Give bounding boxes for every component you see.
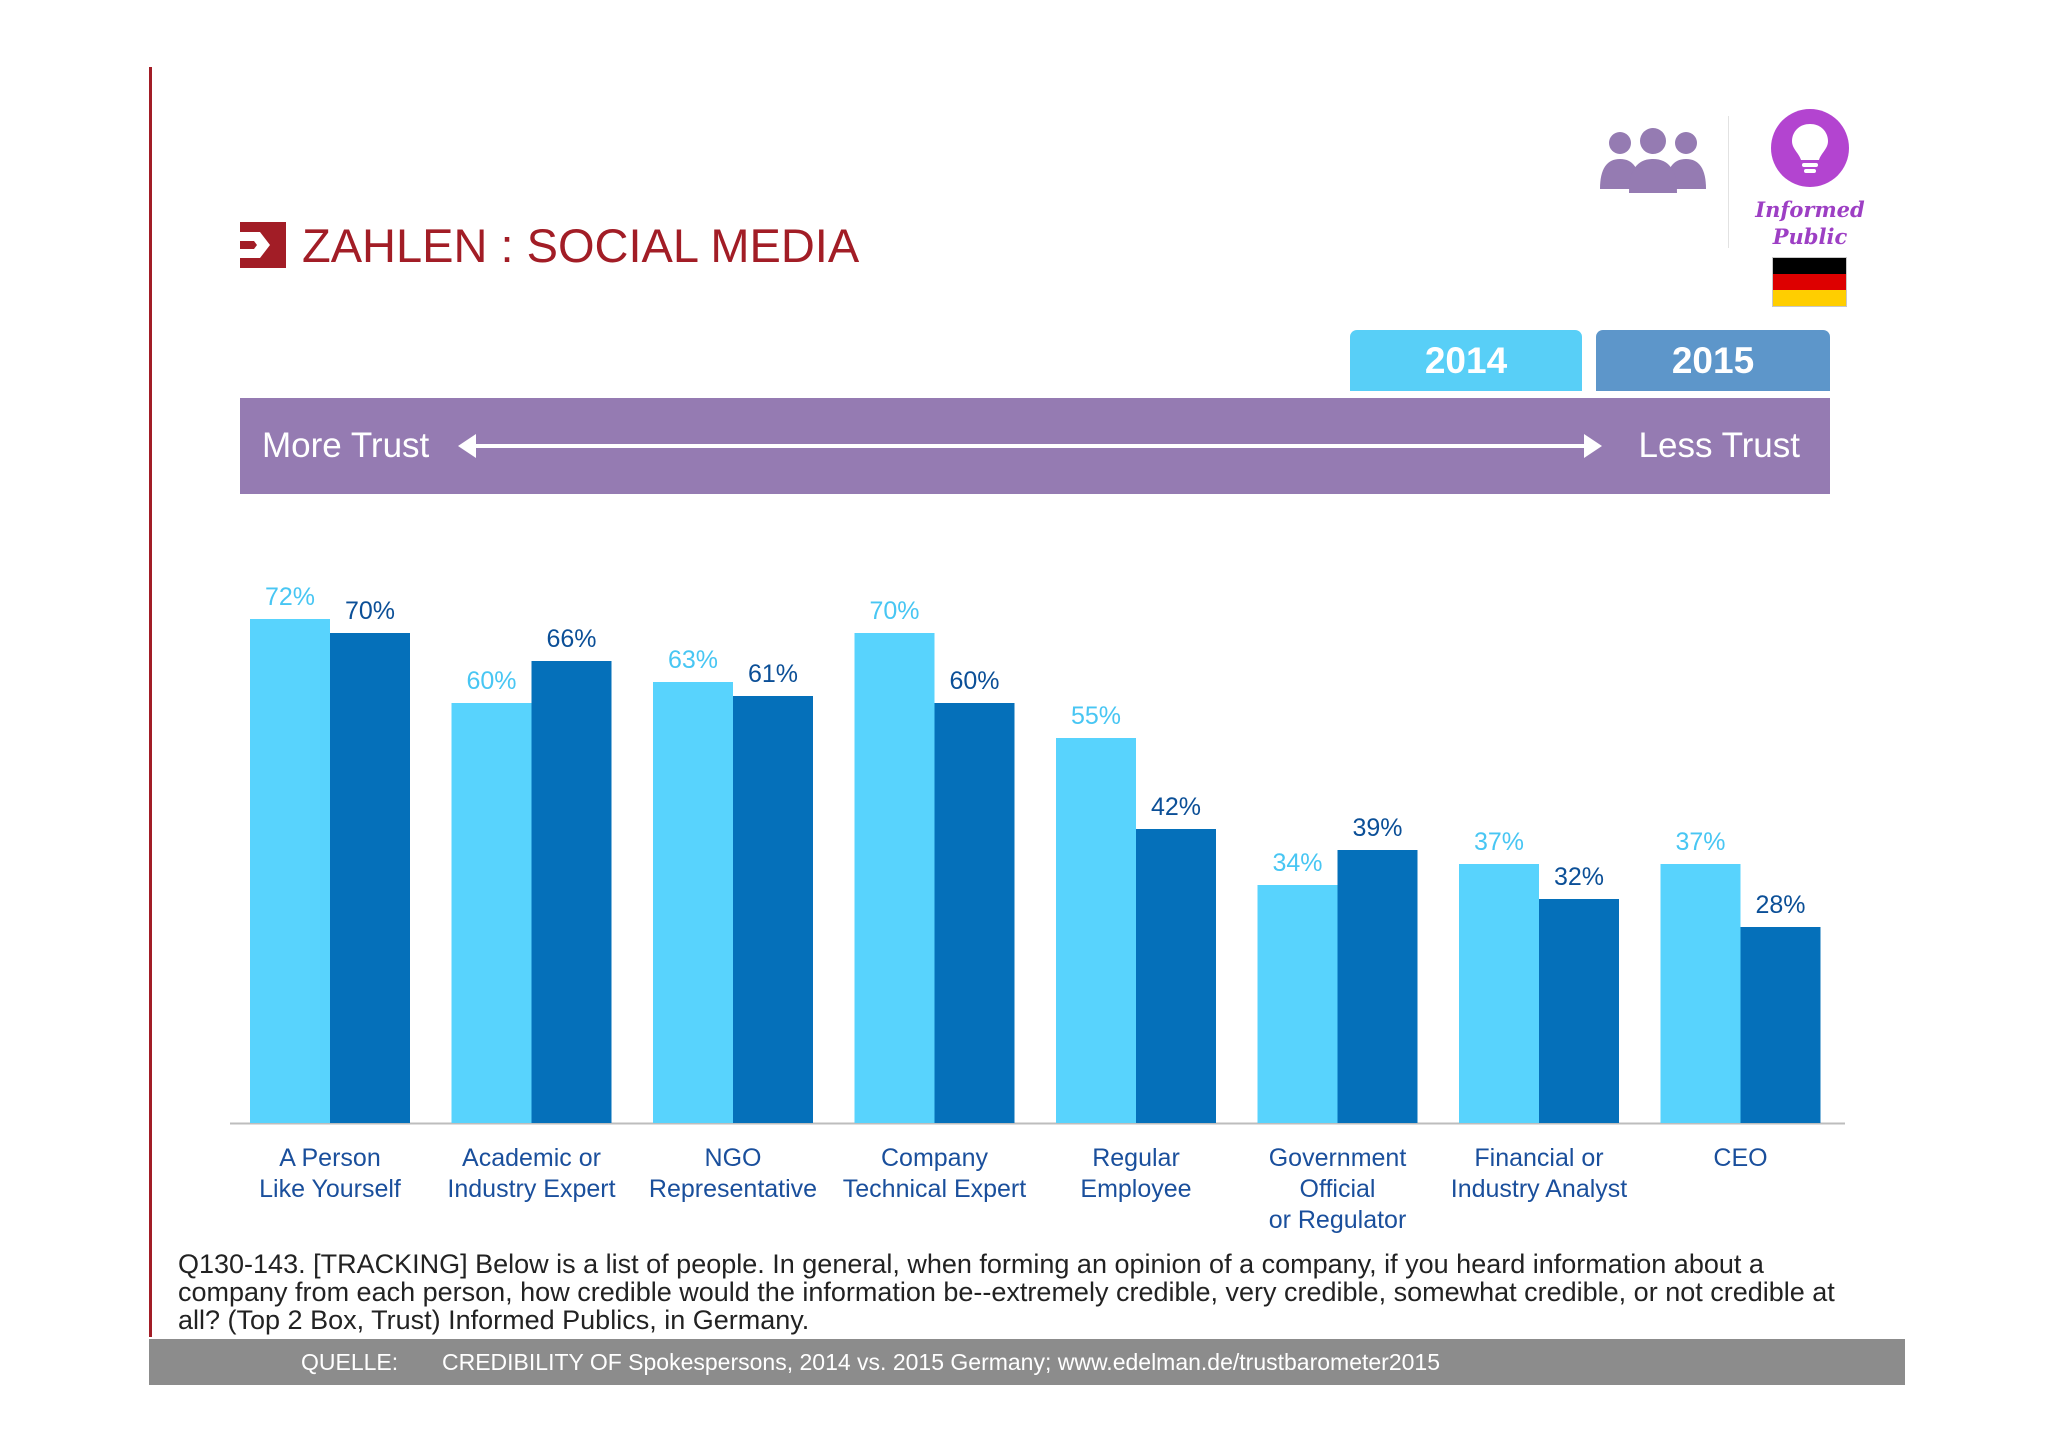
data-label-2014-3: 70% [869,597,919,625]
data-label-2015-7: 28% [1755,891,1805,919]
category-label-5-line-1: Official [1300,1175,1376,1203]
bar-2014-7 [1660,864,1741,1123]
category-label-5-line-2: or Regulator [1269,1206,1407,1234]
arrow-bracket-logo-icon [240,222,286,268]
category-label-6-line-0: Financial or [1474,1144,1603,1172]
data-label-2014-1: 60% [466,667,516,695]
lightbulb-icon [1771,109,1849,187]
data-label-2014-4: 55% [1071,702,1121,730]
bar-2014-5 [1257,885,1338,1123]
data-label-2014-2: 63% [668,646,718,674]
category-label-2-line-1: Representative [649,1175,817,1203]
bar-2015-2 [733,696,813,1123]
less-trust-label: Less Trust [1638,426,1800,465]
left-accent-rule [149,67,152,1337]
category-label-4-line-1: Employee [1080,1175,1191,1203]
bar-2015-3 [934,703,1015,1123]
category-label-0-line-1: Like Yourself [259,1175,401,1203]
data-label-2015-1: 66% [546,625,596,653]
category-label-3-line-1: Technical Expert [843,1175,1026,1203]
people-group-icon [1600,128,1706,193]
bar-2014-2 [653,682,733,1123]
category-label-1-line-1: Industry Expert [447,1175,615,1203]
category-label-2-line-0: NGO [705,1144,762,1172]
data-label-2015-4: 42% [1151,793,1201,821]
data-label-2014-6: 37% [1474,828,1524,856]
bar-2014-3 [854,633,935,1123]
page-title: ZAHLEN : SOCIAL MEDIA [302,219,860,272]
data-label-2014-5: 34% [1272,849,1322,877]
category-label-7-line-0: CEO [1713,1144,1767,1172]
germany-flag-icon [1772,257,1847,307]
trust-scale-band: More Trust Less Trust [240,398,1830,494]
informed-label-line1: Informed [1755,197,1865,222]
bar-2015-6 [1539,899,1619,1123]
informed-public-label: Informed Public [1740,196,1880,250]
data-label-2015-5: 39% [1352,814,1402,842]
data-label-2015-6: 32% [1554,863,1604,891]
category-label-1-line-0: Academic or [462,1144,601,1172]
bar-2015-1 [531,661,612,1123]
category-label-5-line-0: Government [1269,1144,1407,1172]
source-label: QUELLE: [301,1349,399,1375]
category-label-0-line-0: A Person [279,1144,380,1172]
bar-2015-0 [330,633,410,1123]
double-arrow-icon [458,434,1602,458]
bar-2014-6 [1459,864,1539,1123]
bar-2014-4 [1056,738,1136,1123]
legend-tab-2014: 2014 [1350,330,1582,391]
survey-question-text: Q130-143. [TRACKING] Below is a list of … [178,1249,1835,1335]
data-label-2015-3: 60% [949,667,999,695]
category-label-3-line-0: Company [881,1144,988,1172]
bar-2015-7 [1740,927,1821,1123]
bar-2015-4 [1136,829,1216,1123]
data-label-2014-7: 37% [1675,828,1725,856]
bar-2014-0 [250,619,330,1123]
icon-divider [1728,116,1729,248]
category-label-4-line-0: Regular [1092,1144,1180,1172]
more-trust-label: More Trust [262,426,430,465]
bar-2014-1 [451,703,532,1123]
informed-label-line2: Public [1772,224,1848,249]
source-bar: QUELLE: CREDIBILITY OF Spokespersons, 20… [149,1339,1905,1385]
data-label-2014-0: 72% [265,583,315,611]
data-label-2015-0: 70% [345,597,395,625]
bar-2015-5 [1337,850,1418,1123]
data-label-2015-2: 61% [748,660,798,688]
source-text: CREDIBILITY OF Spokespersons, 2014 vs. 2… [442,1349,1441,1375]
category-label-6-line-1: Industry Analyst [1451,1175,1628,1203]
legend-tab-2015: 2015 [1596,330,1830,391]
